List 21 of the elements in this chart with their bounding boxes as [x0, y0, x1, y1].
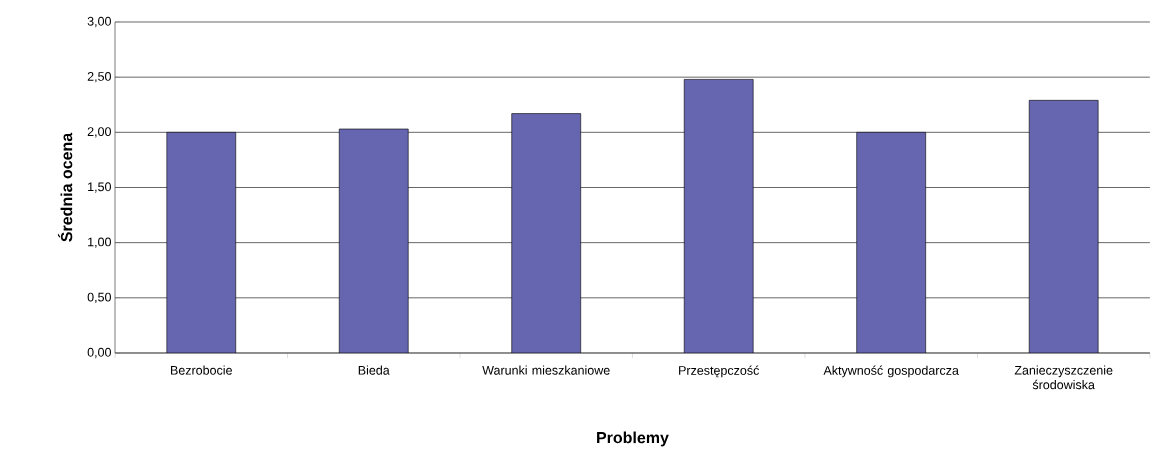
y-tick-label: 3,00	[87, 16, 111, 28]
x-tick-label: Warunki mieszkaniowe	[482, 365, 610, 375]
bar	[511, 113, 582, 353]
x-tick-label: Zanieczyszczenie środowiska	[1014, 365, 1113, 390]
x-tick-label: Aktywność gospodarcza	[823, 365, 959, 378]
bar	[166, 132, 237, 353]
bar	[338, 128, 409, 353]
y-tick-label: 2,50	[87, 72, 111, 83]
y-tick-label: 0,00	[87, 347, 111, 359]
y-tick-label: 2,00	[87, 127, 111, 138]
bar	[856, 132, 926, 353]
x-tick-label: Bieda	[358, 365, 390, 375]
x-tick-label: Bezrobocie	[171, 365, 232, 375]
bar	[683, 79, 754, 353]
y-axis-title: Średnia ocena	[57, 132, 73, 242]
y-tick-label: 1,00	[88, 237, 111, 248]
y-tick-label: 1,50	[88, 182, 111, 193]
y-tick-label: 0,50	[87, 292, 111, 303]
bar	[1028, 100, 1099, 353]
x-axis-title: Problemy	[597, 431, 669, 447]
x-tick-label: Przestępczość	[679, 365, 759, 378]
